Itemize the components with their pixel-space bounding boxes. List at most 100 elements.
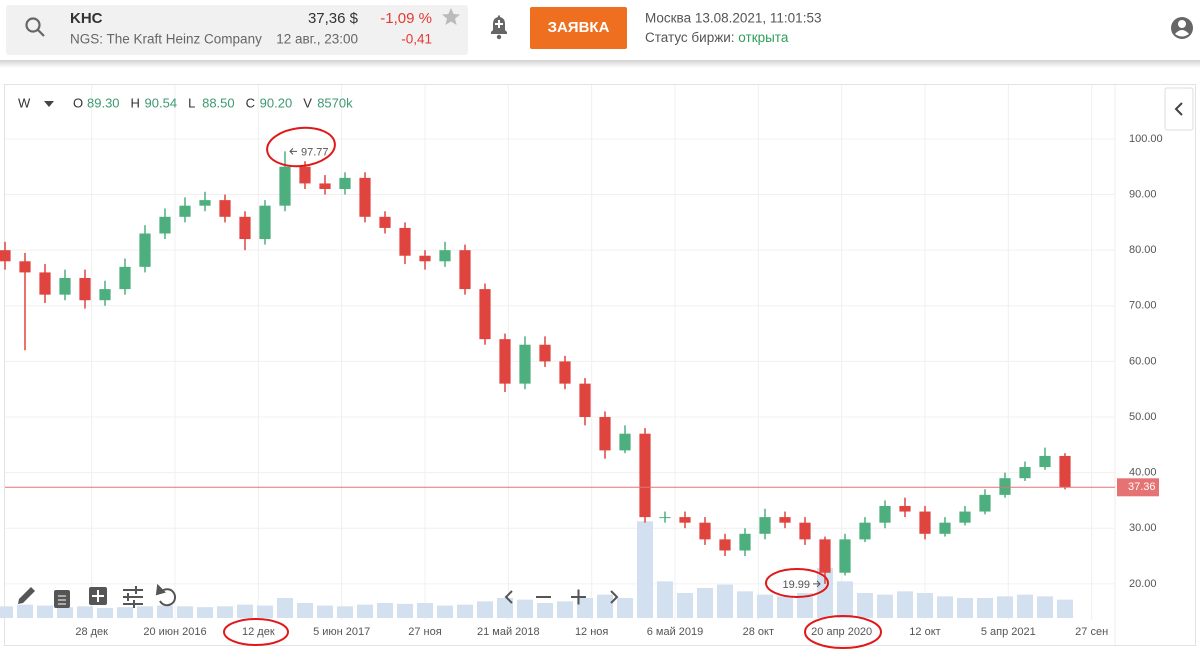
volume-bar xyxy=(377,603,393,618)
candle-body xyxy=(759,517,771,534)
favorite-star[interactable] xyxy=(442,8,460,25)
candle-body xyxy=(919,511,931,534)
highlight-marks xyxy=(223,126,882,649)
axes: 20.00 30.00 40.00 50.00 60.00 70.00 80.00 90.00… xyxy=(5,133,1163,638)
order-button-label[interactable]: ЗАЯВКА xyxy=(548,19,610,36)
low-label: 19.99 xyxy=(782,579,810,591)
zoom-in[interactable] xyxy=(571,589,586,605)
candle-body xyxy=(1039,455,1051,468)
datetime: Москва 13.08.2021, 11:01:53 xyxy=(645,11,821,26)
x-tick-label: 27 сен xyxy=(1075,626,1108,638)
volume-bar xyxy=(497,598,513,618)
x-tick-label: 28 окт xyxy=(743,626,774,638)
candle-body xyxy=(739,533,751,551)
volume-bar xyxy=(577,598,593,618)
candle-body xyxy=(259,205,271,240)
interval-dropdown[interactable] xyxy=(44,101,54,107)
scroll-right[interactable] xyxy=(610,590,619,604)
volume-bar xyxy=(737,591,753,618)
candle-body xyxy=(439,250,451,262)
candle-body xyxy=(519,344,531,384)
header-shadow xyxy=(0,60,1200,68)
candle-body xyxy=(699,522,711,540)
volume-bar xyxy=(817,568,833,618)
x-tick-label: 6 май 2019 xyxy=(647,626,704,638)
volume-bar xyxy=(0,606,13,618)
candle-body xyxy=(59,277,71,295)
candle-body xyxy=(299,166,311,184)
volume-bar xyxy=(1017,594,1033,618)
volume-bar xyxy=(877,594,893,618)
volume-bar xyxy=(537,603,553,618)
candle-body xyxy=(579,383,591,418)
candle-body xyxy=(959,511,971,523)
candle-body xyxy=(779,517,791,523)
high-label: 97.77 xyxy=(301,146,329,158)
volume-bar xyxy=(957,598,973,618)
candle-body xyxy=(239,216,251,240)
last-price-label: 37.36 xyxy=(1128,481,1156,493)
candle-body xyxy=(899,505,911,512)
volume-bar xyxy=(17,604,33,618)
user-icon[interactable] xyxy=(1171,17,1193,39)
quote-time: 12 авг., 23:00 xyxy=(276,32,358,47)
scroll-left[interactable] xyxy=(504,590,513,604)
candle-body xyxy=(379,216,391,228)
candle-body xyxy=(419,255,431,262)
volume-bar xyxy=(177,606,193,618)
settings-tool[interactable] xyxy=(123,586,143,608)
candle-body xyxy=(39,272,51,295)
company: NGS: The Kraft Heinz Company xyxy=(70,32,262,47)
status-label: Статус биржи: xyxy=(645,30,735,45)
volume-bar xyxy=(1037,596,1053,618)
candle-body xyxy=(359,177,371,217)
change-pct: -1,09 % xyxy=(380,10,432,27)
candle-body xyxy=(999,478,1011,495)
volume-bar xyxy=(717,584,733,618)
volume-bar xyxy=(297,603,313,618)
last-price-badge xyxy=(1117,478,1159,497)
volume-bar xyxy=(517,599,533,618)
volume-bar xyxy=(937,596,953,618)
x-tick-label: 20 июн 2016 xyxy=(143,626,206,638)
list-tool[interactable] xyxy=(54,590,70,608)
volume-bar xyxy=(397,603,413,618)
side-panel-toggle[interactable] xyxy=(1164,87,1194,131)
quote-box[interactable] xyxy=(6,5,468,55)
candle-body xyxy=(679,517,691,523)
status-line: Статус биржи: открыта xyxy=(645,30,789,45)
volume-bar xyxy=(317,605,333,618)
y-tick-label: 90.00 xyxy=(1129,188,1157,200)
candle-body xyxy=(599,417,611,451)
x-tick-label: 5 апр 2021 xyxy=(981,626,1036,638)
legend-key: O xyxy=(73,95,83,110)
x-tick-label: 5 июн 2017 xyxy=(313,626,370,638)
candle-body xyxy=(819,539,831,573)
volume-bar xyxy=(617,598,633,618)
legend-value: 8570k xyxy=(317,95,353,110)
y-tick-label: 20.00 xyxy=(1129,578,1157,590)
volume-bar xyxy=(757,594,773,618)
search-icon[interactable] xyxy=(25,17,45,37)
candle-body xyxy=(1019,467,1031,479)
add-tool[interactable] xyxy=(89,587,107,605)
volume-bar xyxy=(657,581,673,618)
volume-bar xyxy=(557,601,573,618)
order-button[interactable] xyxy=(530,7,627,49)
candle-body xyxy=(219,200,231,217)
side-panel-arrow[interactable] xyxy=(1174,102,1183,116)
legend-value: 89.30 xyxy=(87,95,120,110)
highlight-date-2 xyxy=(804,615,882,649)
pencil-tool[interactable] xyxy=(18,587,35,604)
candles xyxy=(0,151,1071,584)
alert-icon[interactable] xyxy=(491,15,507,40)
y-tick-label: 80.00 xyxy=(1129,244,1157,256)
ticker: KHC xyxy=(70,10,103,27)
reset-tool[interactable] xyxy=(155,583,177,607)
volume-bar xyxy=(897,591,913,618)
candle-body xyxy=(659,517,671,519)
navigation xyxy=(504,589,619,605)
candle-body xyxy=(879,505,891,523)
highlight-date-1 xyxy=(223,618,289,646)
interval[interactable]: W xyxy=(18,95,31,110)
